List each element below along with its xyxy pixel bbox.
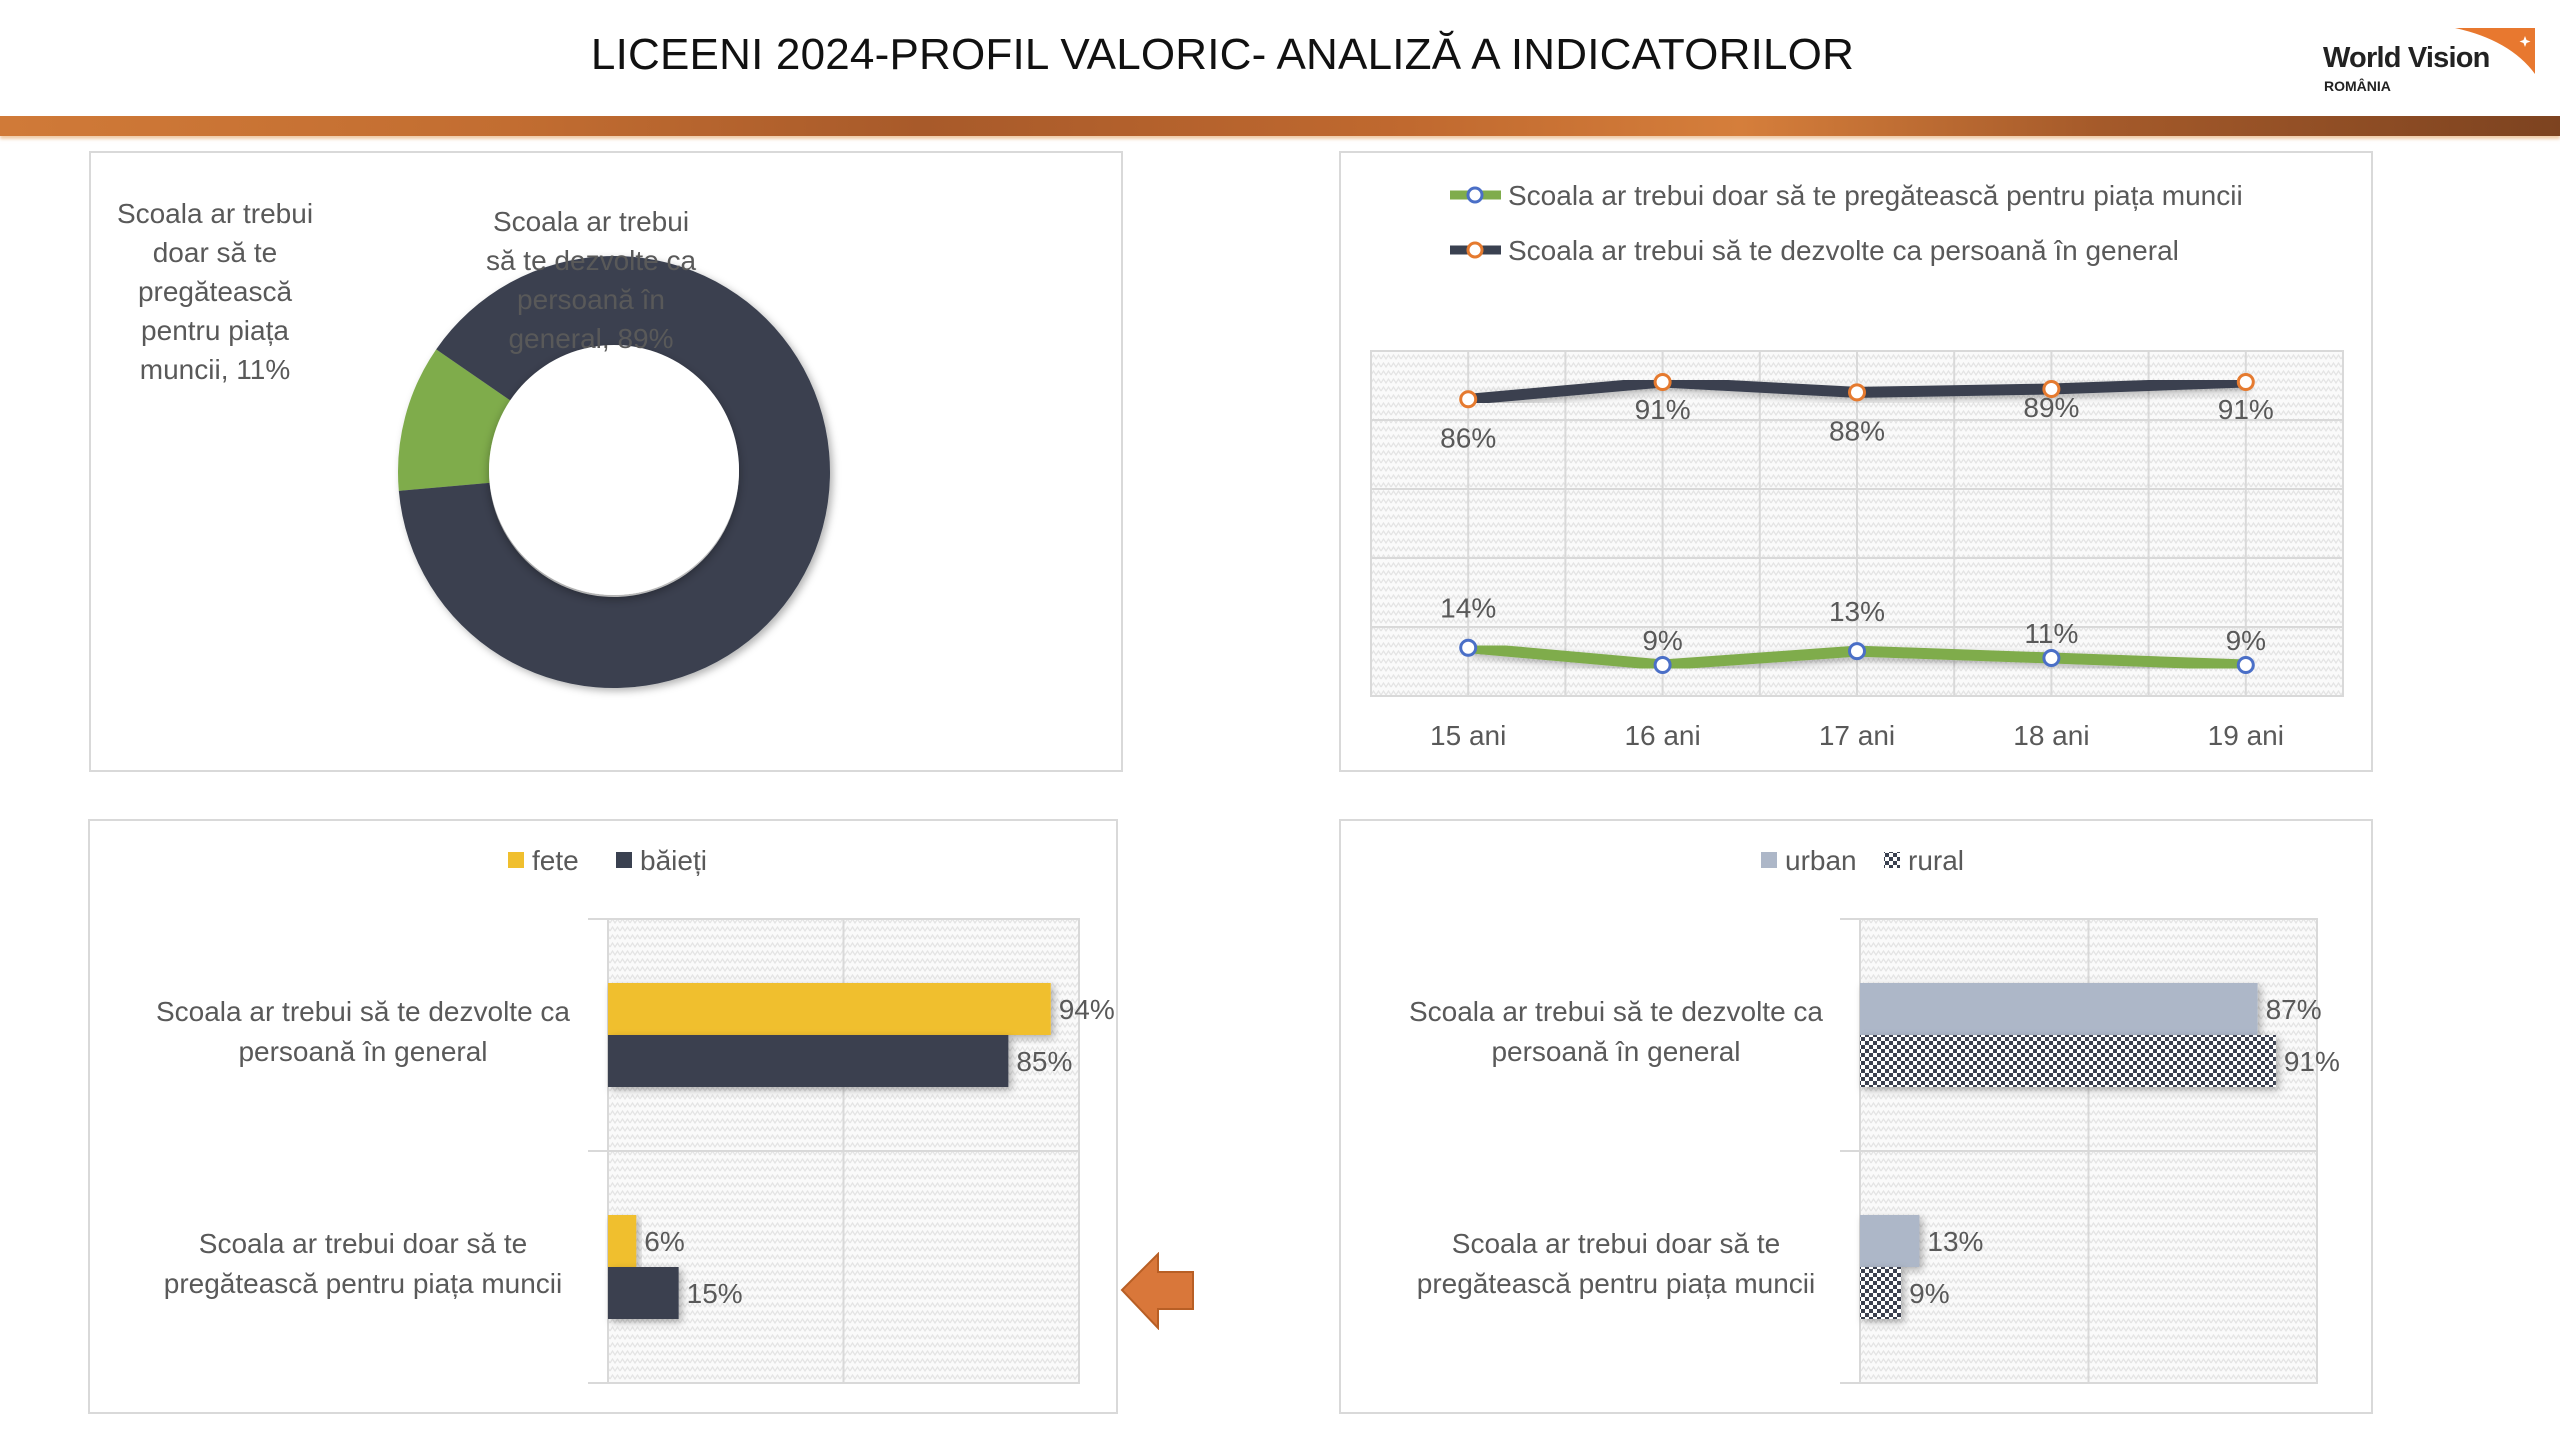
legend-swatch-icon xyxy=(1884,852,1900,868)
logo-country: ROMÂNIA xyxy=(2324,78,2391,94)
donut-data-label-line: să te dezvolte ca xyxy=(486,245,697,276)
data-label: 85% xyxy=(1016,1046,1072,1077)
bar xyxy=(1860,983,2258,1035)
legend-marker-icon xyxy=(1466,186,1484,204)
bar xyxy=(1860,1267,1902,1319)
bar xyxy=(608,1267,679,1319)
page-title: LICEENI 2024-PROFIL VALORIC- ANALIZĂ A I… xyxy=(590,30,1855,79)
y-category-label: Scoala ar trebui să te dezvolte ca xyxy=(1409,996,1823,1027)
legend-label: băieți xyxy=(640,845,707,876)
data-label: 91% xyxy=(2218,394,2274,425)
data-label: 88% xyxy=(1829,415,1885,446)
series-marker xyxy=(2042,379,2061,398)
series-marker xyxy=(1653,655,1672,674)
y-category-label: pregătească pentru piața muncii xyxy=(164,1268,562,1299)
donut-data-label-line: muncii, 11% xyxy=(140,354,290,385)
donut-data-label-line: doar să te xyxy=(153,237,278,268)
donut-data-label-line: pentru piața xyxy=(141,315,289,346)
data-label: 89% xyxy=(2023,392,2079,423)
series-marker xyxy=(1848,383,1866,402)
left-arrow-icon xyxy=(1120,1252,1194,1330)
y-category-label: persoană în general xyxy=(1491,1036,1740,1067)
bar xyxy=(608,983,1051,1035)
legend: fete băieți xyxy=(508,845,707,876)
bar xyxy=(1860,1215,1920,1267)
x-tick-label: 16 ani xyxy=(1624,720,1700,751)
donut-chart-panel: Scoala ar trebui doar să te pregătească pen… xyxy=(89,151,1123,772)
data-label: 6% xyxy=(644,1226,684,1257)
legend-label: Scoala ar trebui doar să te pregătească … xyxy=(1508,180,2243,211)
legend: urban rural xyxy=(1761,845,1964,876)
data-label: 9% xyxy=(2226,625,2266,656)
line-chart: 14% 9% 13% 11% 9% 86% 91% 88% 89% 91% 15 ani 16 ani… xyxy=(1370,180,2344,751)
donut-slice xyxy=(398,256,830,688)
donut-chart: Scoala ar trebui doar să te pregătească pen… xyxy=(117,198,830,688)
y-category-label: pregătească pentru piața muncii xyxy=(1417,1268,1815,1299)
data-label: 13% xyxy=(1829,596,1885,627)
y-category-label: Scoala ar trebui doar să te xyxy=(1452,1228,1780,1259)
bar xyxy=(608,1035,1009,1087)
residence-bar-chart: 87% 91% Scoala ar trebui să te dezvolte ca… xyxy=(1409,845,2340,1384)
series-marker xyxy=(2042,649,2061,668)
data-label: 13% xyxy=(1927,1226,1983,1257)
legend-swatch-icon xyxy=(508,852,524,868)
line-chart-panel: 14% 9% 13% 11% 9% 86% 91% 88% 89% 91% 15 ani 16 ani… xyxy=(1339,151,2373,772)
legend-label: urban xyxy=(1785,845,1857,876)
world-vision-logo: World Vision ROMÂNIA xyxy=(2320,22,2560,102)
donut-data-label-line: Scoala ar trebui xyxy=(117,198,313,229)
legend-label: fete xyxy=(532,845,579,876)
gender-bar-chart-panel: 94% 85% Scoala ar trebui să te dezvolte ca… xyxy=(88,819,1118,1414)
data-label: 15% xyxy=(687,1278,743,1309)
donut-slice xyxy=(398,349,512,491)
legend-label: Scoala ar trebui să te dezvolte ca perso… xyxy=(1508,235,2179,266)
data-label: 11% xyxy=(2024,618,2078,649)
donut-data-label-line: general, 89% xyxy=(508,323,673,354)
series-marker xyxy=(2236,373,2255,392)
donut-data-label: Scoala ar trebui să te dezvolte ca persoan… xyxy=(486,206,697,354)
logo-swoosh-icon xyxy=(2455,28,2535,74)
series-marker xyxy=(1459,390,1478,409)
legend-label: rural xyxy=(1908,845,1964,876)
data-label: 14% xyxy=(1440,593,1496,624)
data-label: 91% xyxy=(1635,394,1691,425)
legend-swatch-icon xyxy=(1761,852,1777,868)
bar xyxy=(1860,1035,2276,1087)
gender-bar-chart: 94% 85% Scoala ar trebui să te dezvolte ca… xyxy=(156,845,1115,1384)
x-tick-label: 18 ani xyxy=(2013,720,2089,751)
logo-name: World Vision xyxy=(2323,42,2490,74)
donut-ring xyxy=(398,256,830,688)
y-category-label: Scoala ar trebui doar să te xyxy=(199,1228,527,1259)
data-label: 87% xyxy=(2266,994,2322,1025)
x-tick-label: 15 ani xyxy=(1430,720,1506,751)
residence-bar-chart-panel: 87% 91% Scoala ar trebui să te dezvolte ca… xyxy=(1339,819,2373,1414)
legend-marker-icon xyxy=(1466,241,1484,259)
data-label: 91% xyxy=(2284,1046,2340,1077)
header-band xyxy=(0,116,2560,136)
x-tick-label: 19 ani xyxy=(2208,720,2284,751)
donut-data-label-line: pregătească xyxy=(138,276,293,307)
donut-hole xyxy=(489,345,739,595)
bar xyxy=(608,1215,637,1267)
series-marker xyxy=(1459,638,1478,657)
legend-swatch-icon xyxy=(616,852,632,868)
data-label: 9% xyxy=(1642,625,1682,656)
x-tick-label: 17 ani xyxy=(1819,720,1895,751)
y-category-label: Scoala ar trebui să te dezvolte ca xyxy=(156,996,570,1027)
series-marker xyxy=(2236,655,2255,674)
series-marker xyxy=(1848,642,1866,661)
data-label: 9% xyxy=(1909,1278,1949,1309)
donut-data-label-line: persoană în xyxy=(517,284,665,315)
data-label: 94% xyxy=(1059,994,1115,1025)
data-label: 86% xyxy=(1440,422,1496,453)
donut-data-label-line: Scoala ar trebui xyxy=(493,206,689,237)
y-category-label: persoană în general xyxy=(238,1036,487,1067)
series-marker xyxy=(1653,373,1672,392)
donut-data-label: Scoala ar trebui doar să te pregătească pen… xyxy=(117,198,313,385)
